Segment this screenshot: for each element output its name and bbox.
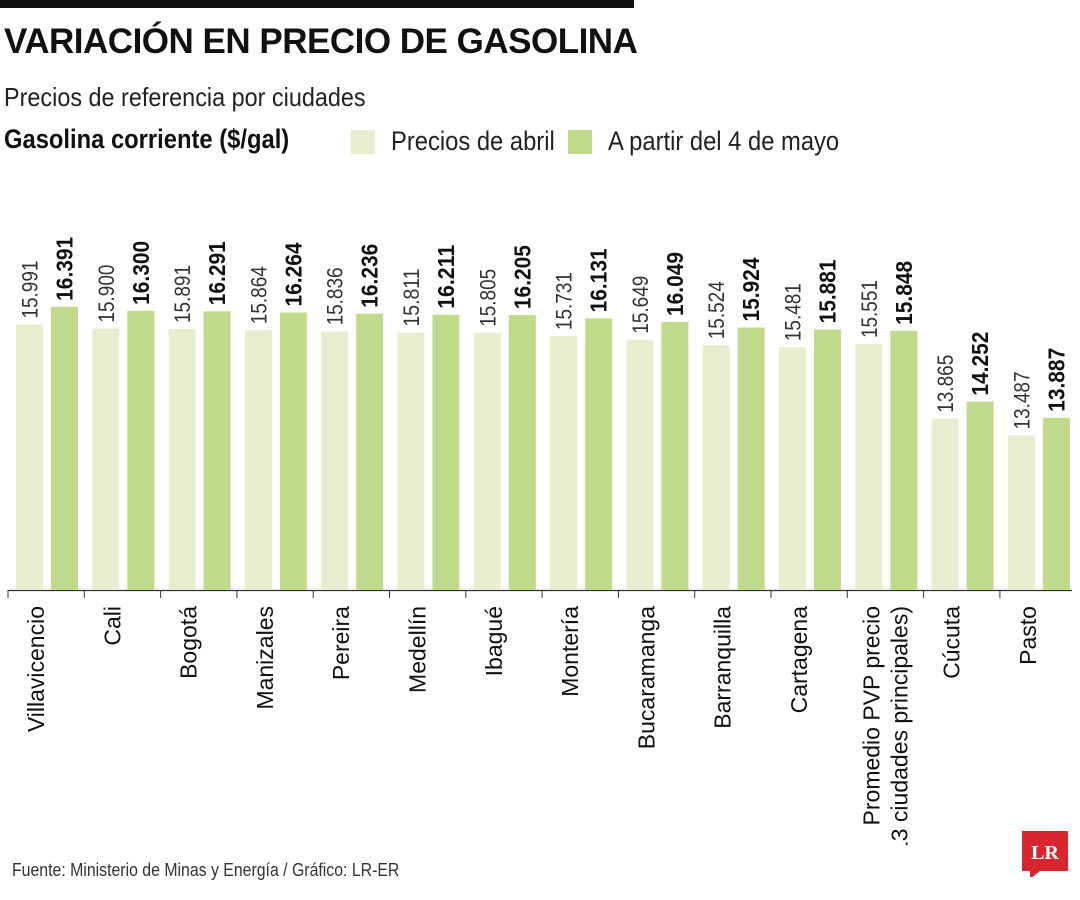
category-label-manizales: Manizales <box>252 606 278 710</box>
bar-may-promedio-pvp-precio <box>890 330 918 590</box>
bar-april-cali <box>92 328 120 590</box>
category-label-ibague: Ibagué <box>481 606 507 676</box>
value-label-april-villavicencio: 15.991 <box>18 261 43 319</box>
bar-chart: 15.991 16.391 Villavicencio 15.900 16.300 Cal… <box>7 237 1072 845</box>
value-label-april-cali: 15.900 <box>94 265 119 323</box>
bar-april-ibague <box>473 332 501 590</box>
bar-may-pereira <box>356 313 384 590</box>
value-label-may-monteria: 16.131 <box>586 248 612 312</box>
lr-logo: LR <box>1022 831 1068 877</box>
value-label-april-medellin: 15.811 <box>399 269 424 327</box>
bar-april-medellin <box>397 332 425 590</box>
value-label-april-bucaramanga: 15.649 <box>628 276 653 334</box>
value-label-april-cartagena: 15.481 <box>781 283 806 341</box>
category-label-cucuta: Cúcuta <box>939 606 965 679</box>
value-label-april-manizales: 15.864 <box>246 266 271 324</box>
category-label-promedio-pvp-precio-line-2: (13 ciudades principales) <box>886 606 912 845</box>
bar-april-villavicencio <box>16 324 43 590</box>
value-label-may-pereira: 16.236 <box>357 244 383 308</box>
category-label-monteria: Montería <box>557 606 583 697</box>
bar-april-bogota <box>168 328 196 590</box>
category-label-villavicencio: Villavicencio <box>23 606 49 732</box>
bar-may-barranquilla <box>737 327 765 590</box>
bar-april-promedio-pvp-precio <box>855 344 883 590</box>
value-label-may-barranquilla: 15.924 <box>738 257 764 321</box>
value-label-april-bogota: 15.891 <box>170 265 195 323</box>
category-label-bucaramanga: Bucaramanga <box>633 606 659 749</box>
category-label-promedio-pvp-precio-line-1: Promedio PVP precio <box>858 606 884 825</box>
bar-may-pasto <box>1042 417 1070 590</box>
value-label-may-bucaramanga: 16.049 <box>662 252 688 316</box>
unit-label: Gasolina corriente ($/gal) <box>4 124 290 154</box>
category-label-medellin: Medellín <box>405 606 431 693</box>
source-note: Fuente: Ministerio de Minas y Energía / … <box>12 860 400 880</box>
chart-subtitle: Precios de referencia por ciudades <box>4 82 366 112</box>
value-label-april-promedio-pvp-precio: 15.551 <box>857 280 882 338</box>
value-label-may-bogota: 16.291 <box>204 241 230 305</box>
bar-may-medellin <box>432 314 460 590</box>
value-label-may-villavicencio: 16.391 <box>52 237 78 301</box>
value-label-may-cartagena: 15.881 <box>815 259 841 323</box>
legend-swatch-april <box>351 130 375 154</box>
bar-may-monteria <box>585 318 613 590</box>
bar-april-barranquilla <box>702 345 730 590</box>
top-rule <box>0 0 634 8</box>
bar-may-ibague <box>508 315 536 590</box>
category-label-cartagena: Cartagena <box>786 606 812 714</box>
bar-april-pasto <box>1007 435 1035 590</box>
value-label-may-promedio-pvp-precio: 15.848 <box>891 261 917 325</box>
category-label-barranquilla: Barranquilla <box>710 606 736 729</box>
value-label-april-ibague: 15.805 <box>475 269 500 327</box>
bar-may-bucaramanga <box>661 321 689 590</box>
bar-april-bucaramanga <box>626 339 654 590</box>
bar-may-bogota <box>203 311 231 590</box>
legend-swatch-may <box>568 130 592 154</box>
value-label-april-pereira: 15.836 <box>323 267 348 325</box>
legend-label-may: A partir del 4 de mayo <box>608 126 840 156</box>
chart-title: VARIACIÓN EN PRECIO DE GASOLINA <box>4 22 638 61</box>
value-label-may-ibague: 16.205 <box>509 245 535 309</box>
bar-april-monteria <box>550 336 578 590</box>
value-label-may-cali: 16.300 <box>128 241 154 305</box>
category-label-cali: Cali <box>99 606 125 646</box>
svg-text:LR: LR <box>1031 842 1059 864</box>
value-label-april-monteria: 15.731 <box>552 272 577 330</box>
value-label-may-cucuta: 14.252 <box>967 332 993 396</box>
category-label-pereira: Pereira <box>328 606 354 680</box>
value-label-april-barranquilla: 15.524 <box>704 281 729 339</box>
value-label-may-manizales: 16.264 <box>280 242 306 306</box>
value-label-april-pasto: 13.487 <box>1009 371 1034 429</box>
category-label-bogota: Bogotá <box>176 606 202 679</box>
legend-label-april: Precios de abril <box>391 126 555 156</box>
bar-may-cali <box>127 310 155 590</box>
value-label-may-medellin: 16.211 <box>433 245 459 309</box>
value-label-may-pasto: 13.887 <box>1043 348 1069 412</box>
value-label-april-cucuta: 13.865 <box>933 355 958 413</box>
bar-may-villavicencio <box>51 306 78 590</box>
bar-april-cucuta <box>931 418 959 590</box>
bar-may-cucuta <box>966 401 994 590</box>
bar-may-cartagena <box>814 329 841 590</box>
bar-april-manizales <box>244 330 272 590</box>
bar-april-pereira <box>321 331 349 590</box>
bar-april-cartagena <box>779 347 806 590</box>
category-label-pasto: Pasto <box>1015 606 1041 665</box>
bar-may-manizales <box>279 312 307 590</box>
